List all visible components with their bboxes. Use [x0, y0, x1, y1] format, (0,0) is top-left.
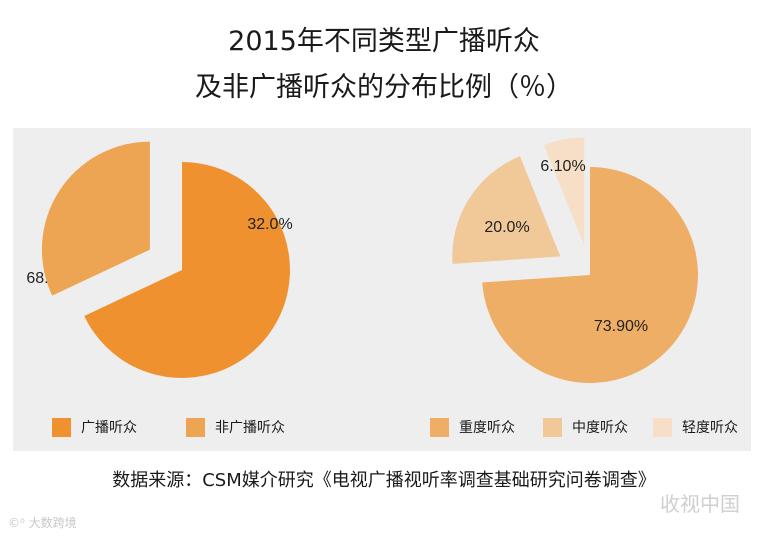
pie-slice: [452, 156, 561, 264]
legend-item-radio-listeners: 广播听众: [52, 417, 137, 437]
chart-title-line-2: 及非广播听众的分布比例（％）: [195, 72, 573, 103]
slice-value-label: 6.10%: [540, 158, 585, 175]
legend-swatch: [52, 417, 71, 437]
pie-slice: [84, 162, 290, 378]
slice-value-label: 20.0%: [484, 219, 529, 236]
chart-title-line-1: 2015年不同类型广播听众: [228, 26, 540, 57]
slice-value-label: 32.0%: [247, 216, 292, 233]
data-source-note: 数据来源：CSM媒介研究《电视广播视听率调查基础研究问卷调查》: [112, 470, 656, 491]
legend-label: 重度听众: [459, 420, 515, 436]
legend-item-heavy-listeners: 重度听众: [430, 417, 515, 437]
legend-label: 中度听众: [572, 420, 628, 436]
pie-chart-listeners: 68.0%32.0%: [26, 141, 293, 378]
legend-item-non-radio-listeners: 非广播听众: [186, 417, 285, 437]
pie-slice: [482, 167, 699, 383]
legend-swatch: [186, 417, 205, 437]
pie-slice: [41, 141, 150, 296]
pie-chart-listener-intensity: 73.90% 20.0% 6.10%: [452, 137, 699, 383]
legend-item-light-listeners: 轻度听众: [653, 417, 738, 437]
legend-item-medium-listeners: 中度听众: [543, 417, 628, 437]
watermark-left: ©⁰ 大数跨境: [8, 516, 77, 530]
legend-label: 广播听众: [81, 420, 137, 436]
legend-label: 轻度听众: [682, 420, 738, 436]
slice-value-label: 73.90%: [594, 318, 648, 335]
legend-swatch: [543, 417, 562, 437]
legend-swatch: [653, 417, 672, 437]
legend-swatch: [430, 417, 449, 437]
legend-label: 非广播听众: [215, 420, 285, 436]
watermark-right: 收视中国: [660, 492, 740, 516]
pie-slice: [543, 137, 585, 246]
